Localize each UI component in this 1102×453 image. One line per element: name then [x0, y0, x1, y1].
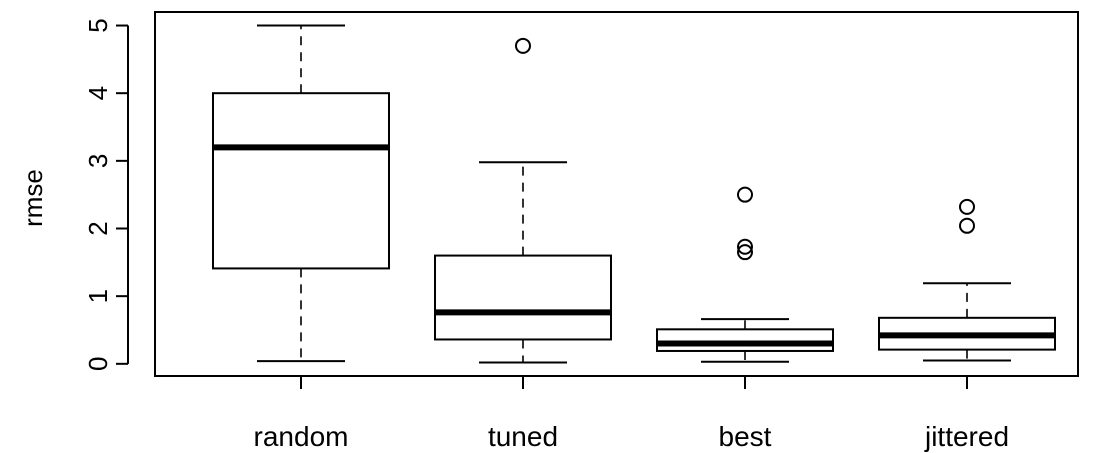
y-tick-label: 1: [83, 289, 113, 303]
x-axis: random tuned best jittered: [254, 376, 1009, 452]
plot-frame: [154, 11, 1079, 377]
y-tick-label: 5: [83, 18, 113, 32]
plot-area: [154, 11, 1079, 377]
iqr-box: [656, 328, 834, 352]
y-tick-label: 0: [83, 357, 113, 371]
y-axis: 0 1 2 3 4 5: [83, 18, 129, 371]
y-tick-label: 2: [83, 221, 113, 235]
outlier-point: [959, 198, 975, 215]
box-jittered: [878, 198, 1056, 362]
outlier-point: [737, 238, 753, 255]
outlier-point: [737, 244, 753, 261]
box-tuned: [434, 37, 612, 364]
outlier-point: [737, 186, 753, 203]
x-tick-label: random: [254, 421, 349, 452]
x-tick-label: best: [719, 421, 772, 452]
y-tick-label: 3: [83, 154, 113, 168]
box-random: [212, 24, 390, 363]
x-tick-label: tuned: [488, 421, 558, 452]
outlier-point: [515, 37, 531, 54]
iqr-box: [212, 92, 390, 270]
iqr-box: [434, 254, 612, 341]
outlier-point: [959, 217, 975, 234]
box-best: [656, 186, 834, 363]
y-axis-label: rmse: [18, 169, 48, 227]
x-tick-label: jittered: [924, 421, 1009, 452]
y-tick-label: 4: [83, 86, 113, 100]
